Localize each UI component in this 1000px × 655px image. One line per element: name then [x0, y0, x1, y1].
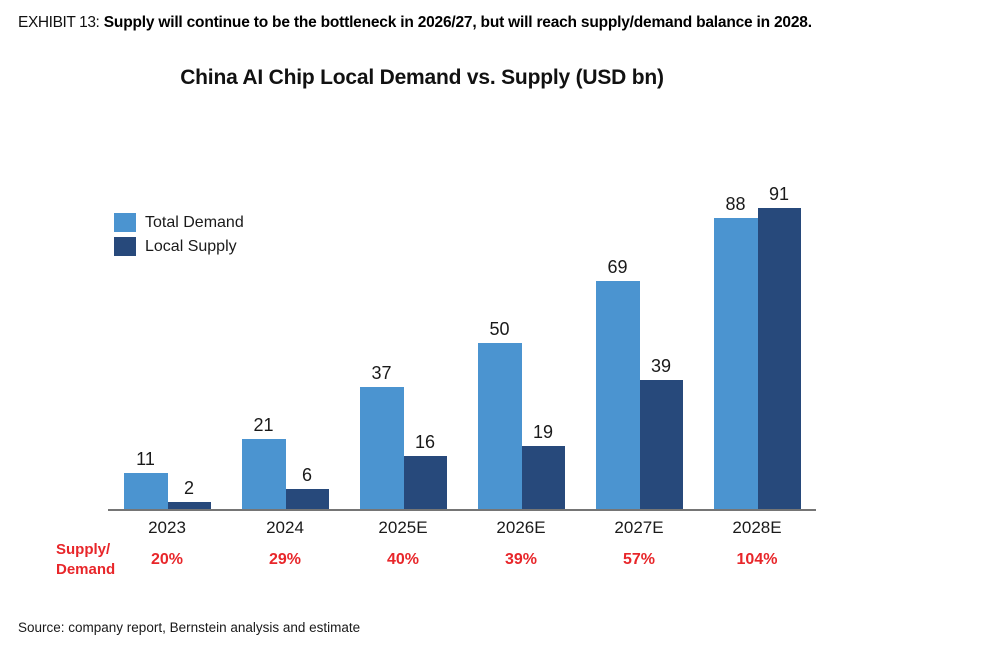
legend-label-total-demand: Total Demand [145, 213, 244, 231]
local-supply-swatch-icon [114, 237, 136, 256]
supply-demand-ratio-value: 57% [622, 551, 656, 568]
supply-demand-ratio-value: 39% [504, 551, 538, 568]
total-demand-bar: 11 [123, 449, 168, 509]
total-demand-bar: 37 [359, 363, 404, 509]
bar-value-label: 2 [183, 478, 195, 498]
bar-group: 69 39 [580, 180, 698, 509]
x-axis-label: 2028E [732, 518, 782, 537]
exhibit-number-label: EXHIBIT 13: [18, 14, 100, 31]
local-supply-bar: 6 [285, 465, 329, 509]
legend-label-local-supply: Local Supply [145, 237, 237, 255]
bar-value-label: 69 [607, 257, 628, 277]
bar-group: 37 16 [344, 180, 462, 509]
bar-value-label: 37 [371, 363, 392, 383]
total-demand-bar: 88 [713, 194, 758, 509]
chart-legend: Total Demand Local Supply [114, 213, 244, 261]
total-demand-bar: 50 [477, 319, 522, 509]
local-supply-bar: 16 [403, 432, 447, 509]
x-axis-label: 2025E [378, 518, 428, 537]
local-supply-bar: 91 [757, 184, 801, 509]
legend-item-total-demand: Total Demand [114, 213, 244, 232]
bar-group: 88 91 [698, 180, 816, 509]
bar-value-label: 11 [136, 449, 155, 469]
chart-title: China AI Chip Local Demand vs. Supply (U… [180, 66, 664, 89]
supply-demand-row-label: Supply/Demand [56, 541, 116, 578]
bar-group: 21 6 [226, 180, 344, 509]
source-note: Source: company report, Bernstein analys… [18, 620, 361, 635]
supply-demand-ratio-value: 20% [150, 551, 184, 568]
local-supply-bar: 2 [167, 478, 211, 509]
x-axis-label: 2024 [266, 518, 304, 537]
supply-demand-ratio-value: 29% [268, 551, 302, 568]
x-axis-label: 2023 [148, 518, 186, 537]
supply-demand-ratio-value: 104% [736, 551, 778, 568]
supply-demand-ratio-row: 20% 29% 40% 39% 57% 104% [108, 551, 816, 569]
bar-value-label: 50 [489, 319, 510, 339]
local-supply-bar: 19 [521, 422, 565, 509]
exhibit-header: EXHIBIT 13: Supply will continue to be t… [18, 14, 812, 32]
bar-value-label: 16 [414, 432, 436, 452]
x-axis-label: 2027E [614, 518, 664, 537]
bar-value-label: 6 [301, 465, 313, 485]
x-axis-labels: 2023 2024 2025E 2026E 2027E 2028E [108, 518, 816, 538]
total-demand-bar: 69 [595, 257, 640, 509]
bar-value-label: 91 [768, 184, 790, 204]
legend-item-local-supply: Local Supply [114, 237, 244, 256]
x-axis-label: 2026E [496, 518, 546, 537]
total-demand-swatch-icon [114, 213, 136, 232]
bar-groups: 11 2 21 6 37 16 50 19 69 39 88 91 [108, 180, 816, 509]
supply-demand-ratio-value: 40% [386, 551, 420, 568]
local-supply-bar: 39 [639, 356, 683, 509]
exhibit-headline: Supply will continue to be the bottlenec… [103, 14, 812, 31]
bar-value-label: 19 [532, 422, 554, 442]
total-demand-bar: 21 [241, 415, 286, 509]
bar-group: 11 2 [108, 180, 226, 509]
bar-value-label: 21 [253, 415, 274, 435]
bar-value-label: 39 [650, 356, 672, 376]
plot-area: 11 2 21 6 37 16 50 19 69 39 88 91 [108, 180, 816, 511]
bar-group: 50 19 [462, 180, 580, 509]
bar-value-label: 88 [725, 194, 746, 214]
